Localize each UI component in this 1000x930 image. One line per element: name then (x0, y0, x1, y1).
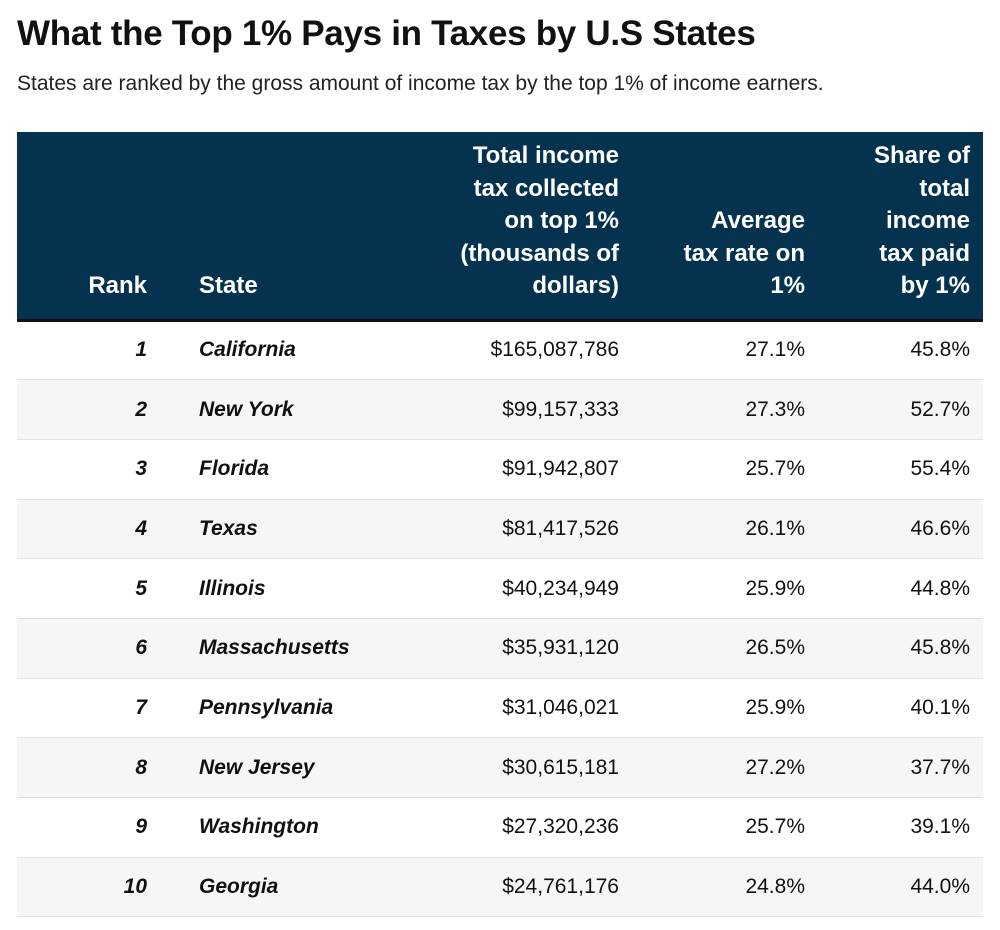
chart-subtitle: States are ranked by the gross amount of… (17, 72, 824, 95)
share-cell: 44.0% (910, 875, 970, 899)
rank-cell: 3 (135, 457, 147, 481)
table-row: 5 Illinois $40,234,949 25.9% 44.8% (17, 559, 983, 619)
avg-rate-cell: 24.8% (745, 875, 805, 899)
rank-cell: 10 (123, 875, 147, 899)
total-tax-cell: $91,942,807 (502, 457, 619, 481)
avg-rate-cell: 25.9% (745, 576, 805, 600)
header-share-of-tax: Share of total income tax paid by 1% (873, 142, 970, 299)
total-tax-cell: $27,320,236 (502, 815, 619, 839)
share-cell: 45.8% (910, 636, 970, 660)
avg-rate-cell: 26.1% (745, 516, 805, 540)
share-cell: 45.8% (910, 338, 970, 362)
total-tax-cell: $35,931,120 (502, 636, 619, 660)
table-row: 4 Texas $81,417,526 26.1% 46.6% (17, 499, 983, 559)
state-cell: California (199, 338, 296, 362)
total-tax-cell: $30,615,181 (502, 755, 619, 779)
rank-cell: 1 (135, 338, 147, 362)
table-row: 8 New Jersey $30,615,181 27.2% 37.7% (17, 737, 983, 798)
table-header: Rank State Total income tax collected on t… (17, 132, 983, 320)
header-state: State (199, 272, 258, 299)
avg-rate-cell: 27.2% (745, 755, 805, 779)
total-tax-cell: $81,417,526 (502, 516, 619, 540)
state-cell: Pennsylvania (199, 695, 334, 719)
state-cell: New Jersey (199, 755, 315, 779)
state-cell: New York (199, 397, 294, 421)
state-cell: Illinois (199, 576, 266, 600)
state-cell: Washington (199, 815, 319, 839)
table-body: 1 California $165,087,786 27.1% 45.8% 2 New Yo… (17, 320, 983, 917)
table-row: 1 California $165,087,786 27.1% 45.8% (17, 320, 983, 380)
table-row: 2 New York $99,157,333 27.3% 52.7% (17, 379, 983, 440)
rank-cell: 8 (135, 755, 147, 779)
state-cell: Texas (199, 516, 258, 540)
share-cell: 44.8% (910, 576, 970, 600)
chart-title: What the Top 1% Pays in Taxes by U.S Sta… (17, 14, 756, 53)
rank-cell: 5 (135, 576, 147, 600)
avg-rate-cell: 26.5% (745, 636, 805, 660)
avg-rate-cell: 27.1% (745, 338, 805, 362)
table-row: 6 Massachusetts $35,931,120 26.5% 45.8% (17, 618, 983, 679)
total-tax-cell: $99,157,333 (502, 397, 619, 421)
state-cell: Georgia (199, 875, 279, 899)
header-average-tax-rate: Average tax rate on 1% (683, 207, 805, 299)
table-row: 7 Pennsylvania $31,046,021 25.9% 40.1% (17, 678, 983, 738)
rank-cell: 6 (135, 636, 147, 660)
total-tax-cell: $31,046,021 (502, 695, 619, 719)
avg-rate-cell: 25.7% (745, 457, 805, 481)
total-tax-cell: $24,761,176 (502, 875, 619, 899)
table-row: 9 Washington $27,320,236 25.7% 39.1% (17, 798, 983, 858)
table-row: 10 Georgia $24,761,176 24.8% 44.0% (17, 857, 983, 917)
rank-cell: 2 (135, 397, 147, 421)
avg-rate-cell: 27.3% (745, 397, 805, 421)
share-cell: 37.7% (910, 755, 970, 779)
rank-cell: 9 (135, 815, 147, 839)
share-cell: 52.7% (910, 397, 970, 421)
table-row: 3 Florida $91,942,807 25.7% 55.4% (17, 439, 983, 500)
total-tax-cell: $165,087,786 (490, 338, 619, 362)
share-cell: 55.4% (910, 457, 970, 481)
avg-rate-cell: 25.7% (745, 815, 805, 839)
data-table: Rank State Total income tax collected on t… (17, 132, 983, 917)
share-cell: 46.6% (910, 516, 970, 540)
state-cell: Massachusetts (199, 636, 350, 660)
avg-rate-cell: 25.9% (745, 695, 805, 719)
rank-cell: 4 (135, 516, 147, 540)
rank-cell: 7 (135, 695, 147, 719)
state-cell: Florida (199, 457, 270, 481)
share-cell: 40.1% (910, 695, 970, 719)
header-rank: Rank (88, 272, 147, 299)
total-tax-cell: $40,234,949 (502, 576, 619, 600)
share-cell: 39.1% (910, 815, 970, 839)
header-total-income-tax: Total income tax collected on top 1% (thous… (460, 142, 619, 299)
header-row: Rank State Total income tax collected on t… (17, 132, 983, 320)
